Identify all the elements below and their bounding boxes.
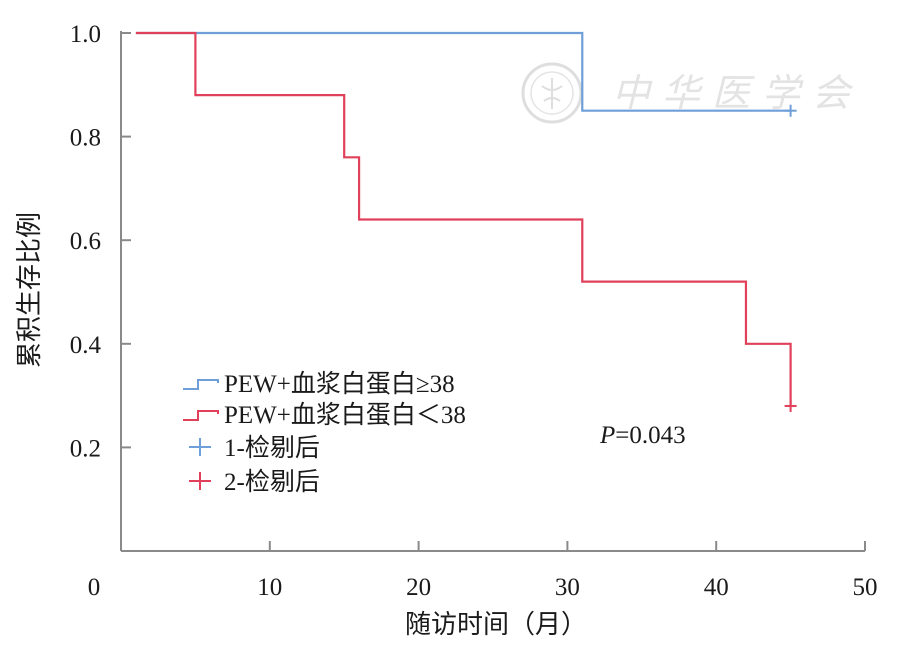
y-tick-label: 0.8 — [70, 125, 101, 152]
axes — [120, 31, 865, 552]
x-axis-label: 随访时间（月） — [405, 610, 587, 639]
p-value: =0.043 — [615, 422, 685, 449]
legend-step-symbol — [183, 410, 219, 421]
seal-emblem — [541, 78, 563, 109]
watermark-logo: 中华医学会 — [521, 62, 862, 124]
seal-outer-ring — [521, 62, 583, 124]
x-tick-label: 30 — [555, 574, 580, 601]
x-tick-label: 50 — [853, 574, 878, 601]
series-1-curve — [135, 31, 791, 112]
watermark-group: 中华医学会 — [521, 62, 862, 124]
seal-inner-ring — [530, 71, 574, 115]
y-tick-label: 0.4 — [70, 332, 102, 359]
legend-label: 1-检剔后 — [224, 434, 320, 462]
p-symbol: P — [599, 422, 615, 449]
y-tick-label: 1.0 — [70, 21, 101, 48]
y-tick-label: 0.6 — [70, 228, 101, 255]
x-tick-label: 10 — [257, 574, 282, 601]
tick-group: 0 10 20 30 40 50 0.2 0.4 0.6 0.8 1.0 — [70, 21, 878, 601]
series-2-curve — [135, 31, 792, 406]
legend-step-symbol — [183, 379, 219, 390]
x-tick-label: 20 — [406, 574, 431, 601]
x-tick-label: 40 — [704, 574, 729, 601]
watermark-text: 中华医学会 — [612, 73, 862, 115]
legend-label: 2-检剔后 — [224, 468, 320, 496]
legend: PEW+血浆白蛋白≥38 PEW+血浆白蛋白＜38 1-检剔后 2-检剔后 — [183, 370, 466, 496]
x-tick-label: 0 — [88, 574, 101, 601]
legend-label: PEW+血浆白蛋白＜38 — [224, 401, 466, 429]
y-axis-label: 累积生存比例 — [15, 212, 44, 368]
legend-label: PEW+血浆白蛋白≥38 — [224, 370, 455, 398]
survival-curves — [135, 31, 797, 412]
y-tick-label: 0.2 — [70, 435, 101, 462]
p-value-annotation: P=0.043 — [599, 422, 686, 449]
